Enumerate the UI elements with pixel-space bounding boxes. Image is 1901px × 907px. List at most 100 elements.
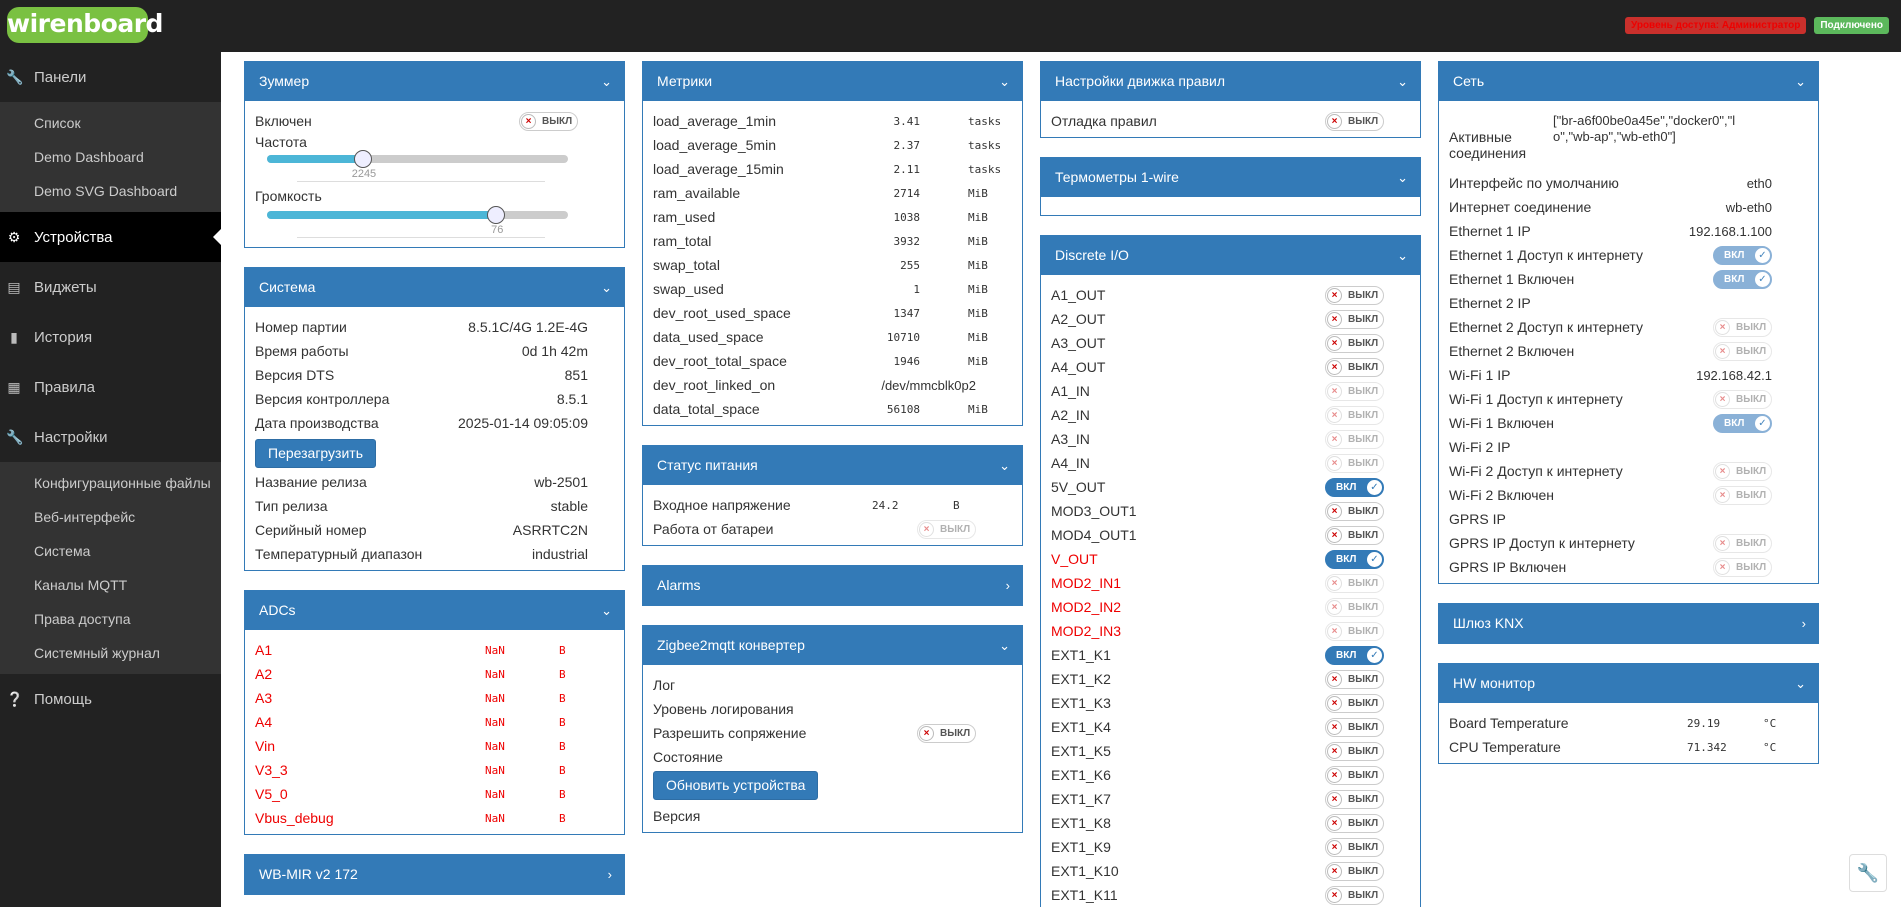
toggle-text: ВЫКЛ (1348, 817, 1379, 829)
state-toggle[interactable]: × ВЫКЛ (1325, 765, 1384, 785)
sidebar-item-label: Панели (34, 68, 87, 86)
sidebar-item-history[interactable]: ▮ История (0, 312, 221, 362)
sidebar-subitem-mqtt-channels[interactable]: Каналы MQTT (34, 577, 128, 593)
chevron-down-icon[interactable]: ⌄ (999, 74, 1010, 89)
state-toggle: × ВЫКЛ (1713, 533, 1772, 553)
panel-header[interactable]: Зуммер ⌄ (245, 62, 624, 101)
panel-header[interactable]: Сеть ⌄ (1439, 62, 1818, 101)
sidebar-item-devices[interactable]: ⚙ Устройства (0, 212, 221, 262)
sidebar-subitem-access-rights[interactable]: Права доступа (34, 611, 131, 627)
state-toggle[interactable]: × ВЫКЛ (1325, 837, 1384, 857)
panel-header[interactable]: Термометры 1-wire ⌄ (1041, 158, 1420, 197)
state-toggle: × ВЫКЛ (1325, 429, 1384, 449)
x-icon: × (1327, 791, 1342, 807)
adcs-panel: ADCs ⌄ A1 NaN В A2 NaN В A3 NaN В A4 NaN В Vin NaN В V3… (244, 590, 625, 835)
state-toggle[interactable]: × ВЫКЛ (1325, 717, 1384, 737)
state-toggle[interactable]: × ВЫКЛ (1325, 501, 1384, 521)
sidebar-subitem-system[interactable]: Система (34, 543, 91, 559)
state-toggle[interactable]: ✓ ВКЛ (1325, 645, 1384, 665)
sidebar-item-panels[interactable]: 🔧 Панели (0, 52, 221, 102)
panel-header[interactable]: Настройки движка правил ⌄ (1041, 62, 1420, 101)
volume-slider[interactable]: 76 (255, 206, 614, 239)
row-label: EXT1_K1 (1051, 647, 1111, 663)
row-unit: tasks (968, 114, 1002, 128)
panel-header[interactable]: Метрики ⌄ (643, 62, 1022, 101)
update-devices-button[interactable]: Обновить устройства (653, 771, 819, 800)
slider-track[interactable] (267, 150, 568, 168)
chevron-down-icon[interactable]: ⌄ (601, 280, 612, 295)
sidebar-item-widgets[interactable]: ▤ Виджеты (0, 262, 221, 312)
panel-header[interactable]: WB-MIR v2 172 › (245, 855, 624, 894)
state-toggle[interactable]: × ВЫКЛ (1325, 885, 1384, 905)
chevron-right-icon[interactable]: › (1005, 578, 1010, 593)
version-label: Версия (653, 808, 701, 824)
frequency-slider[interactable]: 2245 (255, 150, 614, 183)
row-label: MOD3_OUT1 (1051, 503, 1137, 519)
sidebar-item-help[interactable]: ❔ Помощь (0, 674, 221, 724)
sidebar-subitem-list[interactable]: Список (34, 115, 81, 131)
panel-header[interactable]: Zigbee2mqtt конвертер ⌄ (643, 626, 1022, 665)
chevron-down-icon[interactable]: ⌄ (1397, 248, 1408, 263)
chevron-down-icon[interactable]: ⌄ (1397, 74, 1408, 89)
state-toggle[interactable]: × ВЫКЛ (1325, 789, 1384, 809)
slider-thumb[interactable] (354, 150, 373, 168)
network-row: Ethernet 2 Доступ к интернету × ВЫКЛ (1449, 315, 1808, 339)
chevron-down-icon[interactable]: ⌄ (1397, 170, 1408, 185)
sidebar-subitem-config-files[interactable]: Конфигурационные файлы (34, 475, 211, 491)
chevron-right-icon[interactable]: › (607, 867, 612, 882)
panel-header[interactable]: ADCs ⌄ (245, 591, 624, 630)
chevron-down-icon[interactable]: ⌄ (999, 638, 1010, 653)
state-toggle[interactable]: × ВЫКЛ (1325, 861, 1384, 881)
chevron-down-icon[interactable]: ⌄ (601, 603, 612, 618)
rules-debug-toggle[interactable]: × ВЫКЛ (1325, 111, 1384, 131)
slider-thumb[interactable] (486, 206, 505, 224)
state-toggle[interactable]: × ВЫКЛ (1325, 333, 1384, 353)
panel-header[interactable]: Alarms › (643, 566, 1022, 605)
chevron-down-icon[interactable]: ⌄ (999, 458, 1010, 473)
row-label: Wi-Fi 2 IP (1449, 439, 1511, 455)
state-toggle[interactable]: × ВЫКЛ (1325, 525, 1384, 545)
chevron-right-icon[interactable]: › (1801, 616, 1806, 631)
buzzer-enabled-toggle[interactable]: × ВЫКЛ (519, 111, 578, 131)
state-toggle[interactable]: × ВЫКЛ (1325, 309, 1384, 329)
chevron-down-icon[interactable]: ⌄ (1795, 676, 1806, 691)
state-toggle[interactable]: × ВЫКЛ (1325, 669, 1384, 689)
panel-header[interactable]: HW монитор ⌄ (1439, 664, 1818, 703)
data-row: ram_available 2714 MiB (653, 181, 1012, 205)
discrete-io-row: A1_OUT × ВЫКЛ (1051, 283, 1410, 307)
state-toggle[interactable]: ✓ ВКЛ (1325, 549, 1384, 569)
buzzer-panel: Зуммер ⌄ Включен × ВЫКЛ Частота (244, 61, 625, 248)
state-toggle[interactable]: × ВЫКЛ (1325, 741, 1384, 761)
sidebar-item-settings[interactable]: 🔧 Настройки (0, 412, 221, 462)
state-toggle[interactable]: × ВЫКЛ (1325, 693, 1384, 713)
state-toggle[interactable]: × ВЫКЛ (1325, 285, 1384, 305)
row-value: 56108 (886, 402, 920, 416)
row-value: NaN (485, 643, 505, 657)
slider-track[interactable] (267, 206, 568, 224)
state-toggle[interactable]: × ВЫКЛ (1325, 357, 1384, 377)
data-row: V3_3 NaN В (255, 758, 614, 782)
panel-header[interactable]: Discrete I/O ⌄ (1041, 236, 1420, 275)
x-icon: × (1715, 463, 1730, 479)
wirenboard-logo[interactable]: wirenboard (7, 7, 163, 43)
data-row: Серийный номер ASRRTC2N (255, 518, 614, 542)
chevron-down-icon[interactable]: ⌄ (1795, 74, 1806, 89)
row-label: EXT1_K9 (1051, 839, 1111, 855)
sidebar-item-rules[interactable]: ▦ Правила (0, 362, 221, 412)
sidebar-subitem-web-ui[interactable]: Веб-интерфейс (34, 509, 136, 525)
state-toggle[interactable]: × ВЫКЛ (1325, 813, 1384, 833)
panel-header[interactable]: Статус питания ⌄ (643, 446, 1022, 485)
chevron-down-icon[interactable]: ⌄ (601, 74, 612, 89)
panel-header[interactable]: Система ⌄ (245, 268, 624, 307)
pairing-toggle[interactable]: × ВЫКЛ (917, 723, 976, 743)
sidebar-item-label: Устройства (34, 228, 113, 246)
sidebar-subitem-demo-dashboard[interactable]: Demo Dashboard (34, 149, 144, 165)
wrench-tool-button[interactable]: 🔧 (1849, 854, 1887, 892)
panel-header[interactable]: Шлюз KNX › (1439, 604, 1818, 643)
sidebar-subitem-system-log[interactable]: Системный журнал (34, 645, 160, 661)
sidebar-subitem-demo-svg-dashboard[interactable]: Demo SVG Dashboard (34, 183, 178, 199)
state-toggle: × ВЫКЛ (1713, 557, 1772, 577)
row-value: NaN (485, 763, 505, 777)
state-toggle[interactable]: ✓ ВКЛ (1325, 477, 1384, 497)
reboot-button[interactable]: Перезагрузить (255, 439, 376, 468)
